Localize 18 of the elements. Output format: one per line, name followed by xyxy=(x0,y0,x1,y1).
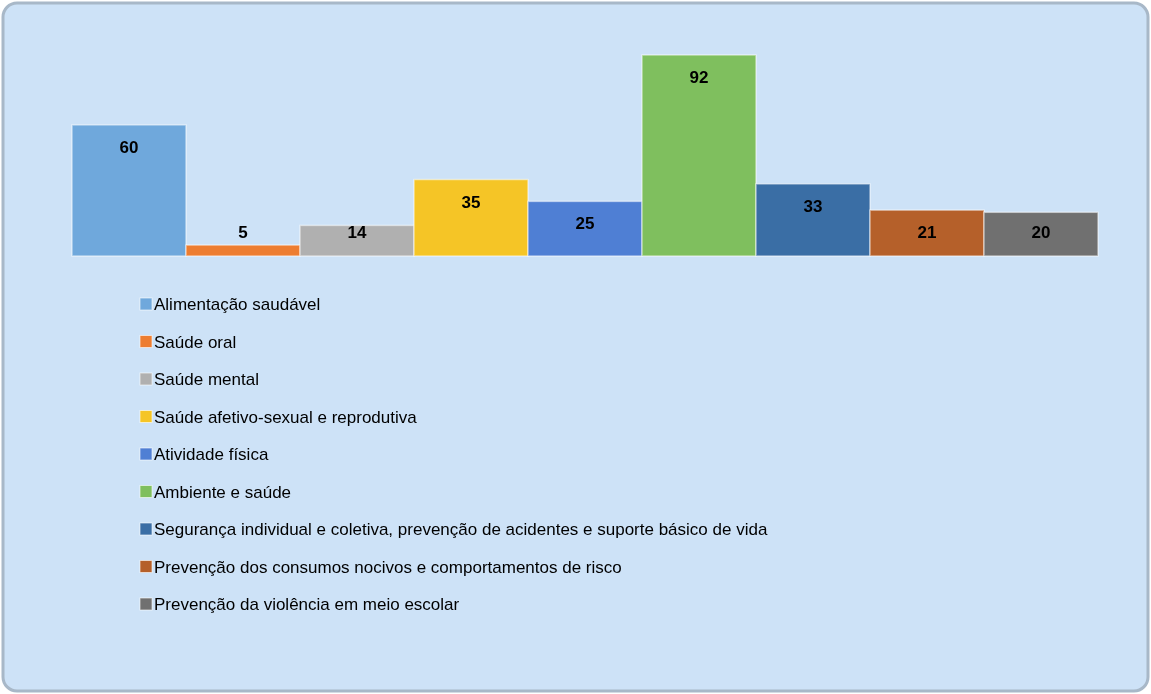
data-label: 20 xyxy=(1031,223,1051,242)
legend-label: Segurança individual e coletiva, prevenção de acidentes e suporte básico de vida xyxy=(154,520,768,539)
legend-label: Atividade física xyxy=(154,445,269,464)
legend-label: Saúde mental xyxy=(154,370,259,389)
data-label: 33 xyxy=(803,196,823,216)
legend-label: Saúde afetivo-sexual e reprodutiva xyxy=(154,407,418,427)
legend-label: Prevenção da violência em meio escolar xyxy=(154,595,460,614)
legend-label: Ambiente e saúde xyxy=(154,482,292,502)
data-label: 35 xyxy=(461,192,481,212)
data-label: 60 xyxy=(119,137,139,157)
data-label: 25 xyxy=(575,214,595,234)
legend-label: Saúde oral xyxy=(154,332,237,352)
data-label: 14 xyxy=(347,223,367,242)
data-label: 21 xyxy=(917,223,937,242)
data-label: 92 xyxy=(689,68,709,87)
data-label: 5 xyxy=(238,223,248,242)
legend-label: Alimentação saudável xyxy=(154,295,321,314)
legend-label: Prevenção dos consumos nocivos e comportamentos de risco xyxy=(154,557,622,577)
